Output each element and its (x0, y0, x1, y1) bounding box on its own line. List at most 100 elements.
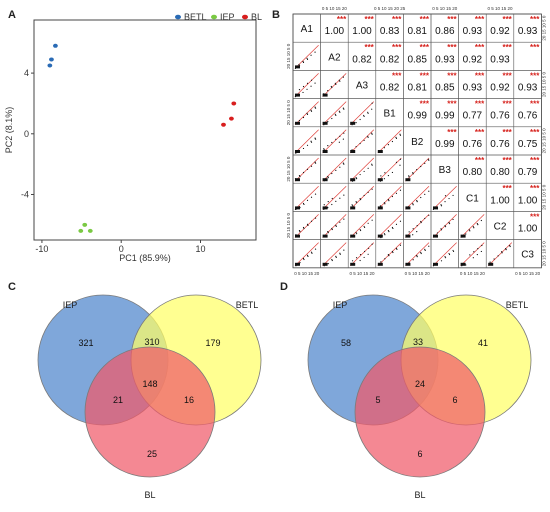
scatter-dot (416, 169, 418, 171)
scatter-dot (314, 137, 316, 139)
matrix-cell (513, 239, 542, 269)
correlation-value: 1.00 (325, 26, 345, 37)
dense-cluster (377, 150, 383, 153)
dense-cluster (377, 178, 383, 182)
scatter-dot (367, 135, 369, 137)
significance-stars: *** (447, 100, 457, 109)
significance-stars: *** (530, 15, 540, 24)
scatter-dot (334, 82, 336, 84)
pca-plot-frame (33, 19, 257, 241)
bottom-axis-ticks: 0 5 10 15 20 (405, 271, 431, 276)
scatter-dot (480, 219, 482, 222)
scatter-dot (314, 107, 317, 109)
scatter-dot (314, 248, 317, 250)
scatter-dot (302, 91, 304, 94)
scatter-dot (395, 137, 398, 139)
fit-line (349, 101, 375, 126)
right-axis-ticks: 20 15 10 5 0 (541, 15, 546, 41)
diag-label: A2 (328, 52, 341, 63)
scatter-dot (327, 263, 329, 265)
scatter-dot (388, 230, 390, 233)
scatter-dot (335, 256, 337, 258)
scatter-dot (298, 63, 300, 66)
scatter-dot (331, 172, 333, 175)
scatter-dot (412, 234, 414, 236)
panel-label-b: B (272, 9, 280, 21)
scatter-dot (472, 226, 474, 228)
scatter-dot (501, 251, 503, 253)
scatter-dot (472, 257, 474, 259)
scatter-dot (355, 233, 358, 235)
pca-plot: -10 0 10 4 0 -4 PC1 (85.9%) PC2 (8.1%) BETL I… (4, 12, 262, 263)
scatter-dot (444, 201, 446, 203)
scatter-dot (310, 165, 313, 167)
significance-stars: *** (392, 71, 402, 80)
scatter-dot (363, 114, 365, 117)
scatter-dot (299, 175, 301, 178)
panel-label-d: D (280, 281, 288, 293)
significance-stars: *** (502, 156, 512, 165)
significance-stars: *** (502, 128, 512, 137)
pca-point-bl (229, 116, 234, 121)
scatter-dot (359, 118, 361, 121)
scatter-dot (371, 219, 373, 221)
scatter-dot (303, 258, 305, 261)
scatter-dot (444, 256, 446, 258)
pca-x-tick-label: -10 (35, 244, 48, 254)
dense-cluster (377, 206, 383, 210)
pca-point-iep (78, 228, 84, 233)
scatter-dot (299, 231, 301, 233)
significance-stars: *** (502, 71, 512, 80)
scatter-dot (395, 161, 398, 163)
diag-label: C2 (494, 222, 507, 233)
scatter-dot (351, 205, 354, 207)
scatter-dot (367, 222, 369, 224)
scatter-dot (452, 249, 454, 252)
scatter-dot (383, 178, 386, 180)
scatter-dot (396, 248, 398, 250)
fit-line (405, 185, 430, 210)
scatter-dot (363, 115, 365, 118)
scatter-dot (331, 259, 333, 262)
scatter-dot (314, 106, 316, 108)
correlation-value: 0.83 (380, 26, 400, 37)
fit-line (377, 157, 402, 182)
scatter-dot (314, 82, 316, 84)
correlation-value: 0.75 (518, 139, 538, 150)
dense-cluster (295, 234, 300, 238)
scatter-dot (440, 204, 442, 206)
scatter-dot (444, 195, 447, 197)
diag-label: B2 (411, 137, 424, 148)
scatter-dot (306, 223, 309, 225)
pca-x-axis-label: PC1 (85.9%) (119, 253, 171, 263)
venn-c-label-iep: IEP (63, 300, 78, 310)
correlation-value: 0.92 (490, 83, 510, 94)
scatter-dot (509, 244, 511, 247)
scatter-dot (342, 107, 344, 109)
correlation-value: 0.99 (435, 139, 455, 150)
scatter-dot (323, 148, 325, 150)
significance-stars: *** (447, 43, 457, 52)
correlation-value: 0.99 (407, 111, 427, 122)
significance-stars: *** (530, 71, 540, 80)
dense-cluster (295, 93, 300, 97)
scatter-dot (355, 178, 358, 180)
scatter-dot (436, 232, 439, 234)
scatter-dot (497, 255, 499, 257)
scatter-dot (335, 200, 337, 202)
scatter-dot (371, 163, 373, 165)
dense-cluster (488, 262, 494, 266)
scatter-dot (298, 174, 301, 177)
significance-stars: *** (420, 100, 430, 109)
scatter-dot (371, 243, 373, 245)
dense-cluster (295, 121, 300, 125)
scatter-dot (359, 229, 362, 232)
scatter-dot (314, 161, 316, 163)
dense-cluster (295, 206, 300, 210)
significance-stars: *** (364, 15, 374, 24)
scatter-dot (331, 197, 333, 200)
scatter-dot (363, 250, 366, 253)
scatter-dot (399, 164, 401, 166)
significance-stars: *** (475, 156, 485, 165)
scatter-dot (314, 51, 316, 53)
